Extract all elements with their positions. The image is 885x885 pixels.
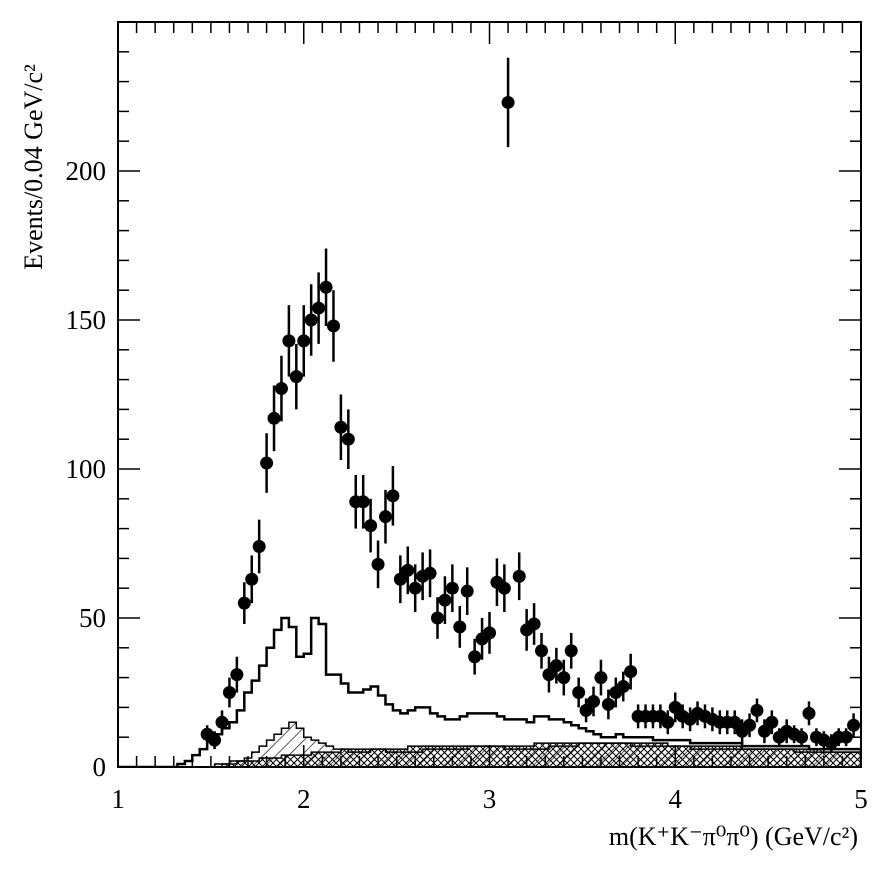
data-point	[356, 495, 370, 509]
data-point	[542, 668, 556, 682]
data-point	[728, 715, 742, 729]
data-point	[564, 644, 578, 658]
data-point	[274, 382, 288, 396]
open-histogram	[118, 616, 861, 767]
data-point	[460, 584, 474, 598]
y-tick-label: 150	[66, 305, 107, 335]
data-point	[378, 510, 392, 524]
data-point	[371, 557, 385, 571]
data-point	[386, 489, 400, 503]
x-tick-label: 2	[297, 784, 311, 814]
y-tick-label: 50	[79, 603, 106, 633]
data-point	[445, 581, 459, 595]
data-point	[468, 650, 482, 664]
x-tick-label: 3	[483, 784, 497, 814]
data-point	[668, 700, 682, 714]
y-tick-label: 200	[66, 156, 107, 186]
data-point	[312, 301, 326, 315]
data-point	[260, 456, 274, 470]
data-point	[594, 671, 608, 685]
data-point	[319, 280, 333, 294]
data-point	[743, 718, 757, 732]
data-point	[326, 319, 340, 333]
data-point	[423, 566, 437, 580]
data-point	[252, 539, 266, 553]
data-point	[802, 706, 816, 720]
data-point	[334, 420, 348, 434]
data-point	[795, 730, 809, 744]
data-point	[839, 730, 853, 744]
data-point	[750, 703, 764, 717]
data-point	[483, 626, 496, 640]
data-point	[237, 596, 251, 610]
data-point	[557, 671, 571, 685]
data-point	[453, 620, 467, 634]
y-axis-title: Events/0.04 GeV/c²	[19, 64, 48, 270]
data-point	[230, 668, 244, 682]
data-point	[304, 313, 318, 327]
data-point	[364, 519, 378, 533]
data-point	[401, 563, 415, 577]
x-tick-label: 5	[854, 784, 868, 814]
data-point	[535, 644, 549, 658]
data-point	[501, 95, 515, 109]
data-point	[616, 680, 630, 694]
x-axis-title: m(K⁺K⁻π⁰π⁰) (GeV/c²)	[609, 822, 858, 851]
data-point	[245, 572, 259, 586]
data-point	[572, 686, 586, 699]
data-point	[289, 370, 303, 384]
data-point	[847, 718, 861, 732]
data-point	[661, 715, 675, 729]
data-point	[267, 411, 281, 425]
data-point	[497, 581, 511, 595]
data-point	[208, 733, 222, 747]
data-point	[512, 569, 526, 583]
axis-ticks	[117, 21, 862, 768]
data-point	[624, 665, 638, 679]
y-tick-label: 100	[66, 454, 107, 484]
y-tick-label: 0	[93, 752, 107, 782]
data-point	[282, 334, 296, 348]
data-point	[393, 572, 407, 586]
data-point	[222, 686, 236, 699]
data-point	[757, 724, 771, 738]
data-point	[527, 617, 541, 631]
x-tick-label: 4	[669, 784, 683, 814]
data-point	[297, 334, 311, 348]
plot-frame	[117, 21, 862, 768]
data-point	[579, 703, 593, 717]
data-point	[215, 715, 229, 729]
x-tick-label: 1	[111, 784, 125, 814]
data-point	[587, 694, 601, 708]
data-point	[601, 697, 615, 711]
data-point	[341, 432, 355, 446]
data-point	[438, 593, 452, 607]
data-point	[408, 581, 422, 595]
data-point	[430, 611, 444, 625]
data-point	[549, 659, 563, 673]
data-points	[200, 57, 861, 753]
data-point	[765, 715, 779, 729]
